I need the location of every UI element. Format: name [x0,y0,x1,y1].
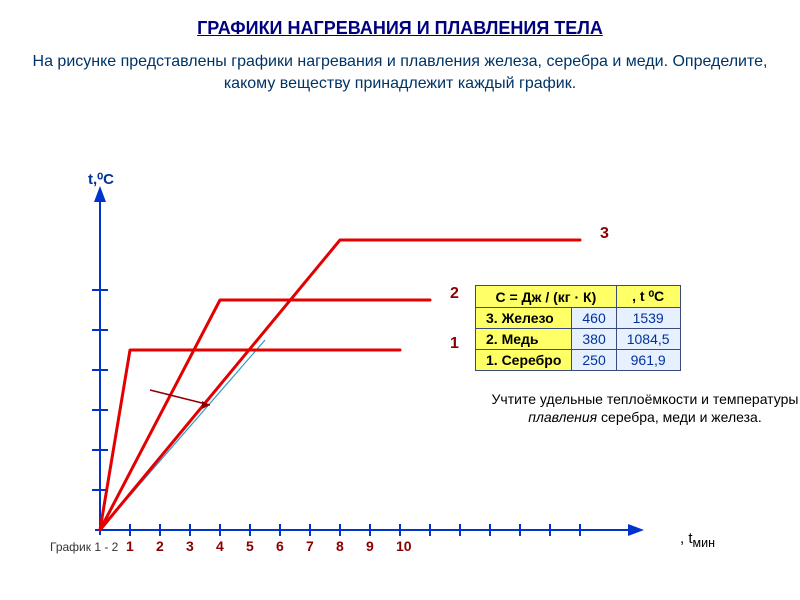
series-label-1: 1 [450,335,459,353]
table-row: 1. Серебро 250 961,9 [476,350,681,371]
x-axis-label-sub: мин [693,536,715,550]
x-axis-label: , tмин [680,530,715,550]
chart-svg [40,180,760,580]
table-row: 3. Железо 460 1539 [476,308,681,329]
table-cell-name: 3. Железо [476,308,572,329]
x-tick-label: 2 [156,538,164,554]
x-tick-label: 10 [396,538,412,554]
table-row: 2. Медь 380 1084,5 [476,329,681,350]
x-tick-label: 3 [186,538,194,554]
x-tick-label: 9 [366,538,374,554]
table-cell-name: 2. Медь [476,329,572,350]
x-tick-label: 6 [276,538,284,554]
table-cell-name: 1. Серебро [476,350,572,371]
table-header-c: С = Дж / (кг · К) [476,286,617,308]
footnote-post: серебра, меди и железа. [597,409,762,425]
materials-table: С = Дж / (кг · К) , t ⁰С 3. Железо 460 1… [475,285,681,371]
table-cell-t: 1539 [616,308,680,329]
table-header-t: , t ⁰С [616,286,680,308]
table-cell-t: 1084,5 [616,329,680,350]
table-cell-c: 460 [572,308,616,329]
x-axis-label-text: , t [680,530,693,547]
footnote-em: плавления [528,409,597,425]
footnote: Учтите удельные теплоёмкости и температу… [490,390,800,426]
legend-small: График 1 - 2 [50,540,118,554]
footnote-pre: Учтите удельные теплоёмкости и температу… [492,391,799,407]
x-tick-label: 8 [336,538,344,554]
table-cell-c: 250 [572,350,616,371]
page-subtitle: На рисунке представлены графики нагреван… [0,39,800,96]
x-tick-label: 1 [126,538,134,554]
x-tick-label: 7 [306,538,314,554]
x-tick-label: 5 [246,538,254,554]
page-title: ГРАФИКИ НАГРЕВАНИЯ И ПЛАВЛЕНИЯ ТЕЛА [0,0,800,39]
series-label-3: 3 [600,225,609,243]
series-label-2: 2 [450,285,459,303]
x-tick-label: 4 [216,538,224,554]
table-cell-t: 961,9 [616,350,680,371]
chart-container: t,⁰C 1 2 3 12345678910 , tмин С = Дж / (… [40,180,760,580]
table-cell-c: 380 [572,329,616,350]
